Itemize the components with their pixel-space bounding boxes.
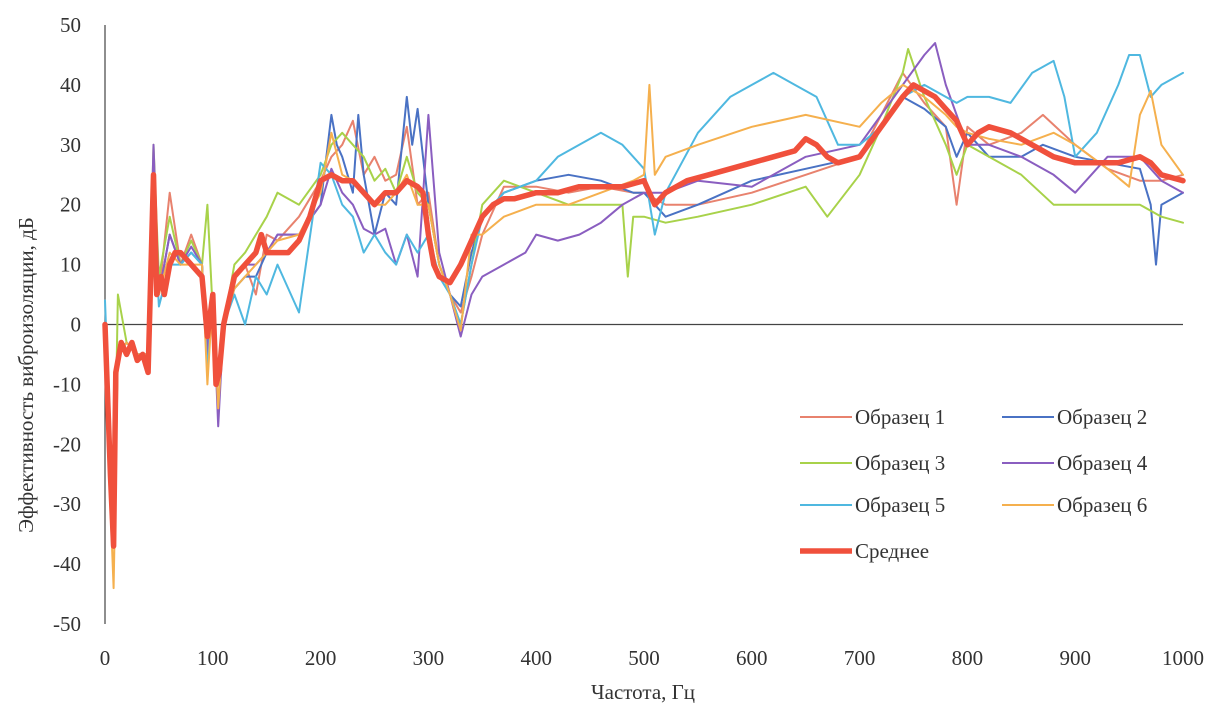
- x-tick-label: 600: [736, 646, 768, 670]
- series-lines: [102, 42, 1186, 590]
- legend-label-5: Образец 5: [855, 493, 945, 517]
- legend: Образец 1 Образец 2 Образец 3 Образец 4 Обра…: [800, 405, 1148, 563]
- series-line-6: [104, 83, 1184, 590]
- x-tick-label: 300: [413, 646, 445, 670]
- y-tick-label: 30: [60, 133, 81, 157]
- series-line-7: [102, 82, 1186, 549]
- y-tick-label: 20: [60, 193, 81, 217]
- x-tick-label: 900: [1059, 646, 1091, 670]
- y-axis-title: Эффективность виброизоляции, дБ: [14, 217, 38, 533]
- legend-label-3: Образец 3: [855, 451, 945, 475]
- x-tick-label: 1000: [1162, 646, 1204, 670]
- series-line-4: [104, 42, 1184, 536]
- x-tick-label: 700: [844, 646, 876, 670]
- y-tick-label: 10: [60, 253, 81, 277]
- y-tick-label: -50: [53, 612, 81, 636]
- series-line-3: [104, 48, 1184, 536]
- y-tick-label: -40: [53, 552, 81, 576]
- y-tick-label: -30: [53, 492, 81, 516]
- x-tick-label: 100: [197, 646, 229, 670]
- legend-label-6: Образец 6: [1057, 493, 1147, 517]
- legend-label-1: Образец 1: [855, 405, 945, 429]
- legend-label-7: Среднее: [855, 539, 929, 563]
- x-tick-label: 0: [100, 646, 111, 670]
- x-tick-label: 500: [628, 646, 660, 670]
- series-line-5: [104, 54, 1184, 506]
- series-line-1: [104, 71, 1184, 536]
- x-tick-label: 400: [520, 646, 552, 670]
- y-tick-label: -10: [53, 372, 81, 396]
- x-axis-title: Частота, Гц: [591, 680, 695, 704]
- y-tick-label: -20: [53, 432, 81, 456]
- y-tick-label: 40: [60, 73, 81, 97]
- legend-label-2: Образец 2: [1057, 405, 1147, 429]
- legend-label-4: Образец 4: [1057, 451, 1148, 475]
- y-tick-label: 50: [60, 13, 81, 37]
- y-tick-label: 0: [71, 313, 82, 337]
- x-tick-labels: 0 100 200 300 400 500 600 700 800 900 1000: [100, 646, 1204, 670]
- x-tick-label: 200: [305, 646, 337, 670]
- x-tick-label: 800: [952, 646, 984, 670]
- y-tick-labels: 50 40 30 20 10 0 -10 -20 -30 -40 -50: [53, 13, 81, 636]
